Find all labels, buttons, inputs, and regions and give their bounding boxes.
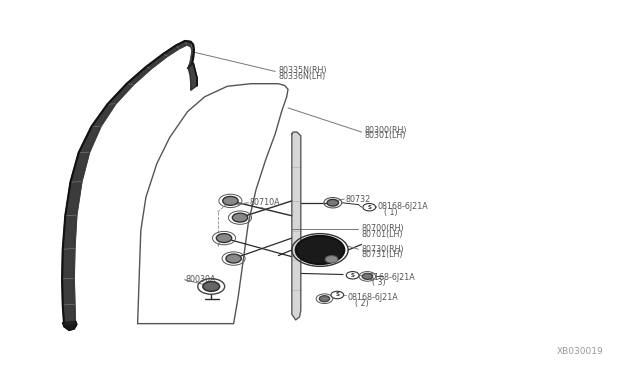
Text: S: S	[335, 292, 339, 298]
Text: ( 2): ( 2)	[355, 299, 369, 308]
Text: 80030A: 80030A	[186, 275, 216, 284]
Polygon shape	[62, 41, 194, 324]
Text: 80300(RH): 80300(RH)	[365, 126, 407, 135]
Circle shape	[232, 213, 248, 222]
Circle shape	[362, 273, 372, 279]
Text: 80730(RH): 80730(RH)	[362, 245, 404, 254]
Text: 08168-6J21A: 08168-6J21A	[378, 202, 428, 211]
Circle shape	[226, 254, 241, 263]
Text: 80732: 80732	[346, 195, 371, 203]
Circle shape	[325, 256, 338, 263]
Circle shape	[319, 296, 330, 302]
Circle shape	[216, 234, 232, 243]
Text: 80701(LH): 80701(LH)	[362, 230, 403, 239]
Circle shape	[223, 196, 238, 205]
Text: ( 3): ( 3)	[372, 278, 386, 287]
Circle shape	[327, 199, 339, 206]
Text: 80710A: 80710A	[250, 198, 280, 207]
Polygon shape	[63, 321, 77, 330]
Text: 80731(LH): 80731(LH)	[362, 250, 403, 259]
Text: 08168-6J21A: 08168-6J21A	[348, 293, 398, 302]
Text: S: S	[367, 205, 371, 210]
Circle shape	[296, 236, 344, 264]
Text: XB030019: XB030019	[557, 347, 604, 356]
Text: S: S	[351, 273, 355, 278]
Text: 08168-6J21A: 08168-6J21A	[365, 273, 415, 282]
Text: ( 1): ( 1)	[384, 208, 397, 217]
Polygon shape	[292, 132, 301, 320]
Circle shape	[203, 282, 220, 291]
Polygon shape	[188, 63, 197, 90]
Text: 80335N(RH): 80335N(RH)	[278, 66, 327, 75]
Text: 80336N(LH): 80336N(LH)	[278, 72, 326, 81]
Text: 80301(LH): 80301(LH)	[365, 131, 406, 140]
Text: 80700(RH): 80700(RH)	[362, 224, 404, 233]
